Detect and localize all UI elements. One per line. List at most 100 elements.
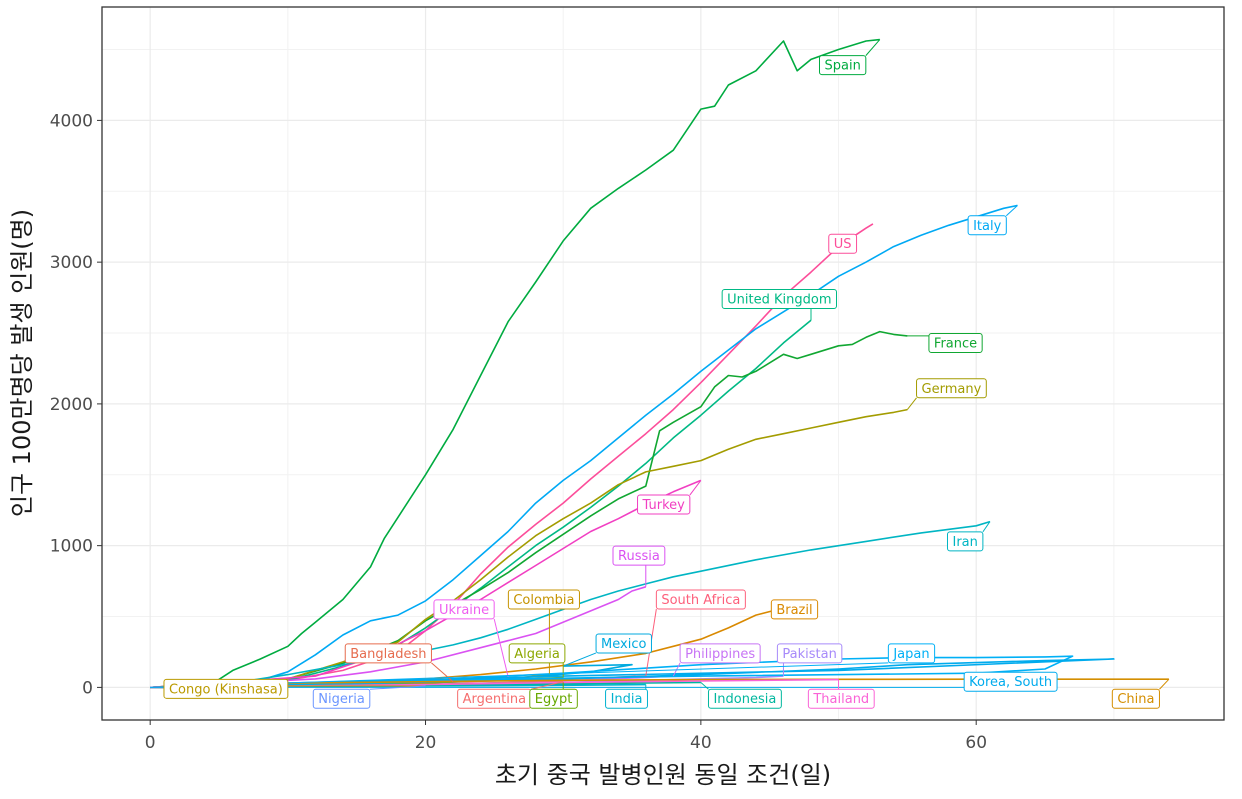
series-label-philippines: Philippines xyxy=(672,643,761,677)
series-label-pakistan: Pakistan xyxy=(776,643,843,677)
x-tick-label: 60 xyxy=(965,733,987,753)
label-text: Thailand xyxy=(812,692,869,707)
label-leader-line xyxy=(493,618,509,677)
label-box xyxy=(770,599,819,620)
label-text: Brazil xyxy=(776,603,812,618)
series-label-india: India xyxy=(605,684,648,709)
x-axis-title: 초기 중국 발병인원 동일 조건(일) xyxy=(495,761,831,789)
label-box xyxy=(963,671,1058,692)
y-tick-label: 1000 xyxy=(50,537,93,557)
y-tick-label: 3000 xyxy=(50,253,93,273)
label-box xyxy=(605,688,648,709)
label-text: Indonesia xyxy=(713,692,776,707)
series-label-bangladesh: Bangladesh xyxy=(344,643,454,683)
label-box xyxy=(312,688,371,709)
series-label-us: US xyxy=(828,223,874,254)
series-lines xyxy=(150,38,1169,689)
label-box xyxy=(946,531,984,552)
label-text: Germany xyxy=(922,382,982,397)
label-leader-line xyxy=(1005,205,1018,217)
y-axis-ticks: 0 1000 2000 3000 4000 xyxy=(50,111,102,698)
label-text: Korea, South xyxy=(969,675,1052,690)
label-box xyxy=(612,545,666,566)
series-label-argentina: Argentina xyxy=(457,681,564,709)
label-text: Spain xyxy=(824,59,860,74)
series-label-italy: Italy xyxy=(967,205,1018,236)
label-box xyxy=(707,688,782,709)
label-box xyxy=(595,633,652,654)
label-text: India xyxy=(611,692,643,707)
label-leader-line xyxy=(369,685,426,690)
label-text: Colombia xyxy=(513,593,574,608)
series-line-germany xyxy=(150,408,908,689)
series-label-mexico: Mexico xyxy=(563,633,652,667)
series-label-iran: Iran xyxy=(946,521,991,552)
label-text: Argentina xyxy=(463,692,526,707)
label-text: United Kingdom xyxy=(727,293,831,308)
series-label-france: France xyxy=(907,332,983,353)
label-leader-line xyxy=(906,397,917,410)
label-box xyxy=(344,643,432,664)
label-box xyxy=(828,233,858,254)
label-leader-line xyxy=(563,652,597,667)
series-label-ukraine: Ukraine xyxy=(433,599,509,677)
y-tick-label: 2000 xyxy=(50,395,93,415)
label-text: Iran xyxy=(952,535,977,550)
series-labels: Spain US Italy United Kingdom France Germany T… xyxy=(150,39,1170,709)
label-leader-line xyxy=(1159,678,1170,690)
x-tick-label: 0 xyxy=(145,733,156,753)
y-tick-label: 0 xyxy=(82,678,93,698)
label-box xyxy=(655,589,746,610)
label-box xyxy=(679,643,761,664)
minor-gridlines xyxy=(102,7,1224,720)
label-box xyxy=(807,688,875,709)
label-box xyxy=(967,215,1007,236)
label-text: Algeria xyxy=(514,647,560,662)
label-leader-line xyxy=(700,682,709,690)
series-line-italy xyxy=(150,204,1018,689)
series-label-spain: Spain xyxy=(818,39,881,76)
label-text: Egypt xyxy=(535,692,573,707)
label-text: France xyxy=(934,336,977,351)
label-leader-line xyxy=(856,223,874,235)
series-label-thailand: Thailand xyxy=(807,679,875,709)
series-label-algeria: Algeria xyxy=(508,643,566,678)
label-text: Congo (Kinshasa) xyxy=(169,682,283,697)
label-leader-line xyxy=(431,662,454,683)
label-box xyxy=(1111,688,1160,709)
label-text: Japan xyxy=(892,647,929,662)
label-text: Philippines xyxy=(685,647,755,662)
series-label-congo-kinshasa: Congo (Kinshasa) xyxy=(163,678,426,699)
label-box xyxy=(163,678,289,699)
x-tick-label: 20 xyxy=(415,733,437,753)
label-box xyxy=(529,688,578,709)
label-text: Pakistan xyxy=(782,647,836,662)
label-text: Ukraine xyxy=(439,603,489,618)
series-label-russia: Russia xyxy=(612,545,666,587)
label-box xyxy=(637,494,691,515)
y-axis-title: 인구 100만명당 발생 인원(명) xyxy=(8,209,36,517)
label-leader-line xyxy=(865,39,881,56)
label-box xyxy=(507,589,580,610)
label-box xyxy=(776,643,843,664)
label-text: China xyxy=(1117,692,1154,707)
x-axis-ticks: 0 20 40 60 xyxy=(145,720,987,753)
label-text: Mexico xyxy=(601,637,646,652)
plot-panel-border xyxy=(101,6,1225,721)
series-label-united-kingdom: United Kingdom xyxy=(721,289,838,321)
label-box xyxy=(818,55,867,76)
series-line-russia xyxy=(150,586,647,689)
label-leader-line xyxy=(530,681,564,690)
label-box xyxy=(508,643,566,664)
label-box xyxy=(433,599,495,620)
series-label-indonesia: Indonesia xyxy=(700,682,782,709)
label-text: Nigeria xyxy=(318,692,365,707)
label-text: Russia xyxy=(618,549,660,564)
series-label-colombia: Colombia xyxy=(507,589,580,675)
series-label-brazil: Brazil xyxy=(770,599,819,620)
series-label-germany: Germany xyxy=(906,378,987,410)
label-box xyxy=(916,378,987,399)
label-text: Bangladesh xyxy=(350,647,426,662)
